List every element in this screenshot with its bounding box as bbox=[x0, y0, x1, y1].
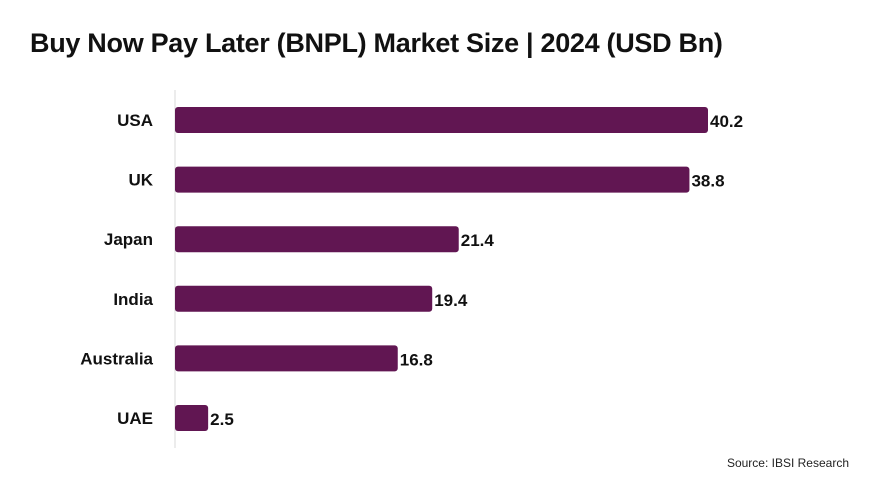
bar-japan bbox=[175, 226, 459, 252]
bar-india bbox=[175, 286, 432, 312]
value-label-uk: 38.8 bbox=[691, 172, 724, 191]
category-label-australia: Australia bbox=[80, 349, 153, 368]
category-label-uae: UAE bbox=[117, 409, 153, 428]
source-note: Source: IBSI Research bbox=[727, 456, 849, 470]
bar-uae bbox=[175, 405, 208, 431]
value-label-japan: 21.4 bbox=[461, 231, 495, 250]
category-label-usa: USA bbox=[117, 111, 153, 130]
value-label-australia: 16.8 bbox=[400, 350, 433, 369]
value-label-india: 19.4 bbox=[434, 291, 468, 310]
bar-usa bbox=[175, 107, 708, 133]
bars-group: USA 40.2 UK 38.8 Japan 21.4 India 19.4 Australia… bbox=[80, 107, 743, 431]
value-label-uae: 2.5 bbox=[210, 410, 234, 429]
bar-uk bbox=[175, 167, 689, 193]
category-label-japan: Japan bbox=[104, 230, 153, 249]
category-label-india: India bbox=[113, 290, 153, 309]
value-label-usa: 40.2 bbox=[710, 112, 743, 131]
category-label-uk: UK bbox=[128, 171, 153, 190]
bar-australia bbox=[175, 345, 398, 371]
